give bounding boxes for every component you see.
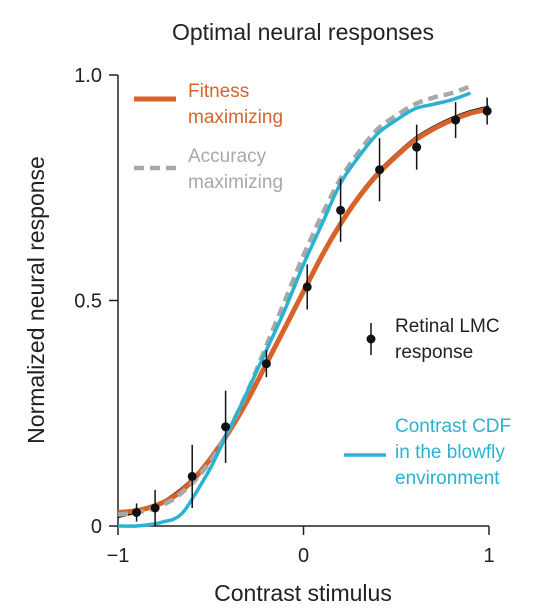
y-tick-label: 1.0 bbox=[74, 65, 102, 87]
y-tick-label: 0 bbox=[91, 516, 102, 538]
legend-accuracy-label: maximizing bbox=[188, 172, 283, 193]
legend-accuracy-label: Accuracy bbox=[188, 146, 267, 167]
legend-fitness-label: maximizing bbox=[188, 107, 283, 128]
legend-lmc-label: response bbox=[395, 342, 473, 363]
axes: −1 0 100.51.0 bbox=[74, 65, 494, 567]
x-tick-label: 1 bbox=[483, 545, 494, 567]
y-axis-title: Normalized neural response bbox=[23, 156, 49, 444]
lmc-data-point bbox=[221, 422, 231, 432]
contrast-cdf-line bbox=[117, 91, 472, 528]
x-tick-label: 0 bbox=[298, 545, 309, 567]
lmc-data-point bbox=[187, 471, 197, 481]
lmc-data-point bbox=[302, 282, 312, 292]
legend-cdf-label: environment bbox=[395, 468, 500, 489]
y-tick-label: 0.5 bbox=[74, 291, 102, 313]
legend-cdf-label: in the blowfly bbox=[395, 442, 505, 463]
lmc-data-point bbox=[261, 359, 271, 369]
chart-title: Optimal neural responses bbox=[172, 19, 434, 45]
x-tick-label: −1 bbox=[107, 545, 130, 567]
legend-lmc-swatch bbox=[366, 334, 376, 344]
legend-fitness-label: Fitness bbox=[188, 81, 249, 102]
accuracy-maximizing-line bbox=[117, 84, 472, 517]
lmc-data-point bbox=[412, 142, 422, 152]
lmc-data-point bbox=[451, 115, 461, 125]
legend: Fitness maximizing Accuracy maximizing Retin… bbox=[134, 81, 511, 489]
x-axis-title: Contrast stimulus bbox=[214, 580, 392, 606]
lmc-data-point bbox=[132, 507, 142, 517]
lmc-data-point bbox=[375, 165, 385, 175]
lmc-data-point bbox=[336, 205, 346, 215]
legend-cdf-label: Contrast CDF bbox=[395, 416, 511, 437]
data-points bbox=[132, 97, 492, 526]
lmc-data-point bbox=[150, 503, 160, 513]
legend-lmc-label: Retinal LMC bbox=[395, 316, 500, 337]
lmc-data-point bbox=[482, 106, 492, 116]
